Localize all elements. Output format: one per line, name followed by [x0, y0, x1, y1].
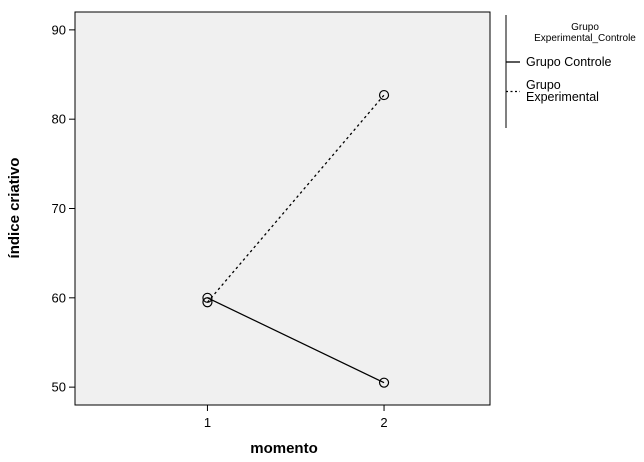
- data-point: [378, 89, 390, 101]
- series-layer: [202, 89, 390, 388]
- legend-title: Experimental_Controle: [534, 33, 636, 44]
- x-tick-label: 1: [204, 415, 211, 430]
- x-tick-label: 2: [380, 415, 387, 430]
- x-axis-title: momento: [250, 440, 318, 457]
- series-line: [207, 297, 385, 384]
- legend-title: Grupo: [571, 22, 599, 33]
- legend-item-label: Grupo Controle: [526, 55, 612, 69]
- y-axis-title: índice criativo: [6, 158, 23, 259]
- plot-area: [74, 11, 491, 406]
- series-line: [206, 94, 385, 303]
- y-tick-label: 70: [52, 201, 66, 216]
- data-point: [202, 297, 213, 308]
- legend-item-label: Experimental: [526, 90, 599, 104]
- y-tick-label: 90: [52, 22, 66, 37]
- data-point: [378, 377, 390, 388]
- y-axis: 50 60 70 80 90: [52, 22, 75, 395]
- y-tick-label: 80: [52, 112, 66, 127]
- legend-item-label: Grupo: [526, 78, 561, 92]
- y-tick-label: 60: [52, 290, 66, 305]
- y-tick-label: 50: [52, 380, 66, 395]
